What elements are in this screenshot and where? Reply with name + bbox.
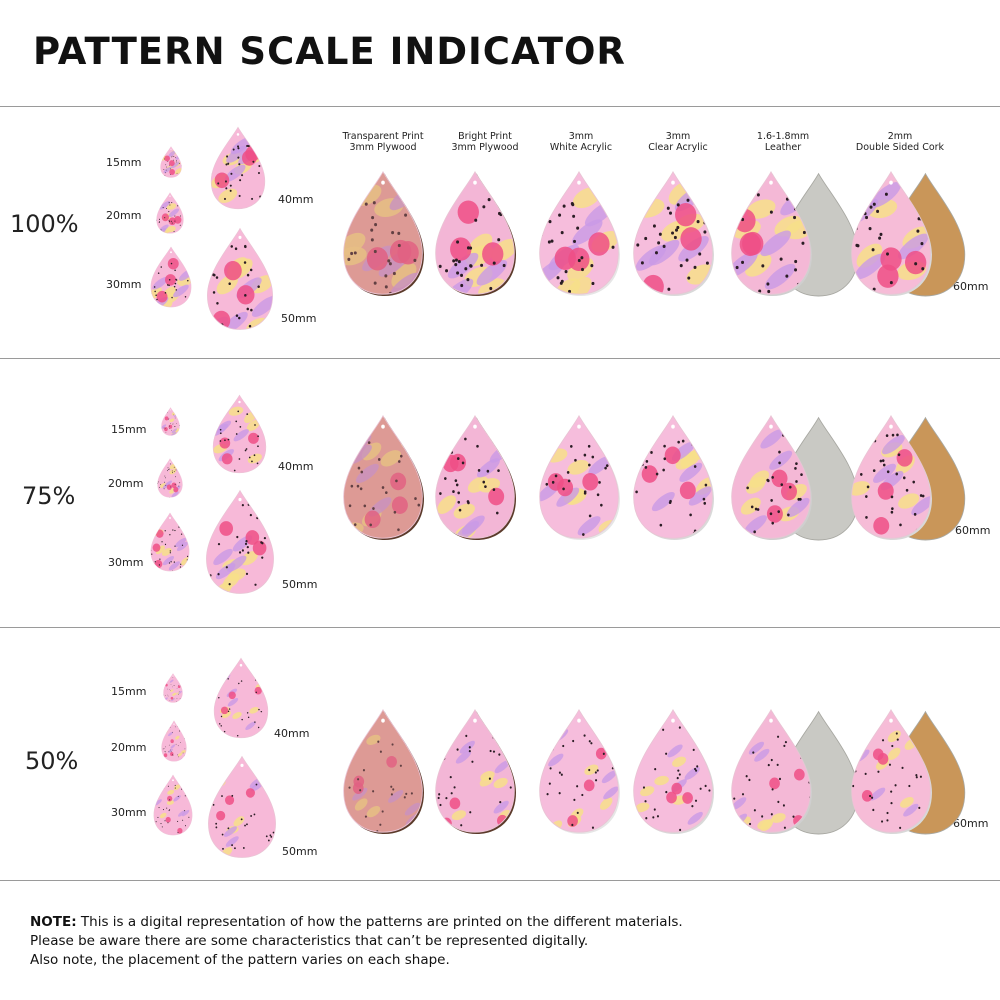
material-label-cork: 2mm Double Sided Cork [845, 131, 955, 153]
note-text: NOTE: This is a digital representation o… [30, 913, 683, 970]
drop-15mm [161, 407, 180, 436]
size-label-40mm: 40mm [278, 193, 314, 206]
drop-40mm [212, 394, 267, 474]
size-label-50mm: 50mm [282, 578, 318, 591]
material-label-line1: Transparent Print [342, 131, 424, 142]
drop-40mm [213, 657, 269, 739]
size-label-30mm: 30mm [106, 278, 142, 291]
material-label-line1: 3mm [665, 131, 691, 142]
material-sample-6 [851, 170, 966, 297]
material-sample-2 [435, 414, 516, 540]
size-label-40mm: 40mm [278, 460, 314, 473]
material-sample-3 [539, 708, 620, 834]
scale-label-100: 100% [10, 210, 79, 238]
material-label-line2: White Acrylic [549, 142, 613, 153]
material-size-label: 60mm [955, 524, 991, 537]
size-label-15mm: 15mm [111, 423, 147, 436]
note-line2: Please be aware there are some character… [30, 933, 589, 949]
note-line1: This is a digital representation of how … [76, 914, 683, 930]
drop-30mm [150, 512, 190, 572]
scale-label-50: 50% [25, 747, 79, 775]
material-sample-5 [731, 170, 859, 297]
drop-20mm [156, 192, 184, 234]
drop-15mm [160, 146, 182, 178]
drop-50mm [207, 227, 273, 330]
material-label-line1: 1.6-1.8mm [756, 131, 810, 142]
divider-2 [0, 627, 1000, 628]
material-sample-6 [851, 708, 966, 835]
size-label-50mm: 50mm [281, 312, 317, 325]
size-label-20mm: 20mm [106, 209, 142, 222]
material-sample-1 [343, 414, 424, 540]
divider-bottom [0, 880, 1000, 881]
material-sample-4 [633, 708, 714, 834]
drop-50mm [208, 755, 276, 858]
size-label-40mm: 40mm [274, 727, 310, 740]
scale-label-75: 75% [22, 482, 76, 510]
size-label-30mm: 30mm [111, 806, 147, 819]
material-label-white-acrylic: 3mm White Acrylic [526, 131, 636, 153]
material-sample-2 [435, 170, 516, 296]
material-label-line1: 3mm [568, 131, 594, 142]
drop-50mm [206, 489, 274, 594]
material-sample-3 [539, 170, 620, 296]
size-label-15mm: 15mm [106, 156, 142, 169]
drop-40mm [210, 126, 266, 210]
material-label-line2: Leather [764, 142, 802, 153]
size-label-30mm: 30mm [108, 556, 144, 569]
material-label-line2: Double Sided Cork [855, 142, 945, 153]
divider-top [0, 106, 1000, 107]
material-label-line1: 2mm [887, 131, 913, 142]
material-sample-5 [731, 414, 859, 541]
material-size-label: 60mm [953, 280, 989, 293]
material-label-line2: 3mm Plywood [451, 142, 519, 153]
drop-20mm [157, 458, 183, 498]
size-label-50mm: 50mm [282, 845, 318, 858]
material-label-plywood-bright: Bright Print 3mm Plywood [430, 131, 540, 153]
size-label-20mm: 20mm [108, 477, 144, 490]
material-sample-5 [731, 708, 859, 835]
material-sample-3 [539, 414, 620, 540]
drop-15mm [163, 673, 183, 703]
note-bold: NOTE: [30, 914, 77, 930]
material-sample-6 [851, 414, 966, 541]
drop-30mm [153, 774, 193, 836]
material-sample-4 [633, 170, 714, 296]
divider-1 [0, 358, 1000, 359]
material-label-line1: Bright Print [458, 131, 512, 142]
material-sample-1 [343, 170, 424, 296]
material-sample-1 [343, 708, 424, 834]
drop-20mm [161, 720, 187, 762]
drop-30mm [150, 246, 192, 308]
page-title: PATTERN SCALE INDICATOR [33, 30, 626, 73]
size-label-15mm: 15mm [111, 685, 147, 698]
material-label-plywood-transparent: Transparent Print 3mm Plywood [328, 131, 438, 153]
note-line3: Also note, the placement of the pattern … [30, 952, 450, 968]
material-size-label: 60mm [953, 817, 989, 830]
material-sample-4 [633, 414, 714, 540]
material-label-leather: 1.6-1.8mm Leather [728, 131, 838, 153]
size-label-20mm: 20mm [111, 741, 147, 754]
material-label-clear-acrylic: 3mm Clear Acrylic [623, 131, 733, 153]
material-label-line2: 3mm Plywood [349, 142, 417, 153]
material-sample-2 [435, 708, 516, 834]
material-label-line2: Clear Acrylic [648, 142, 708, 153]
